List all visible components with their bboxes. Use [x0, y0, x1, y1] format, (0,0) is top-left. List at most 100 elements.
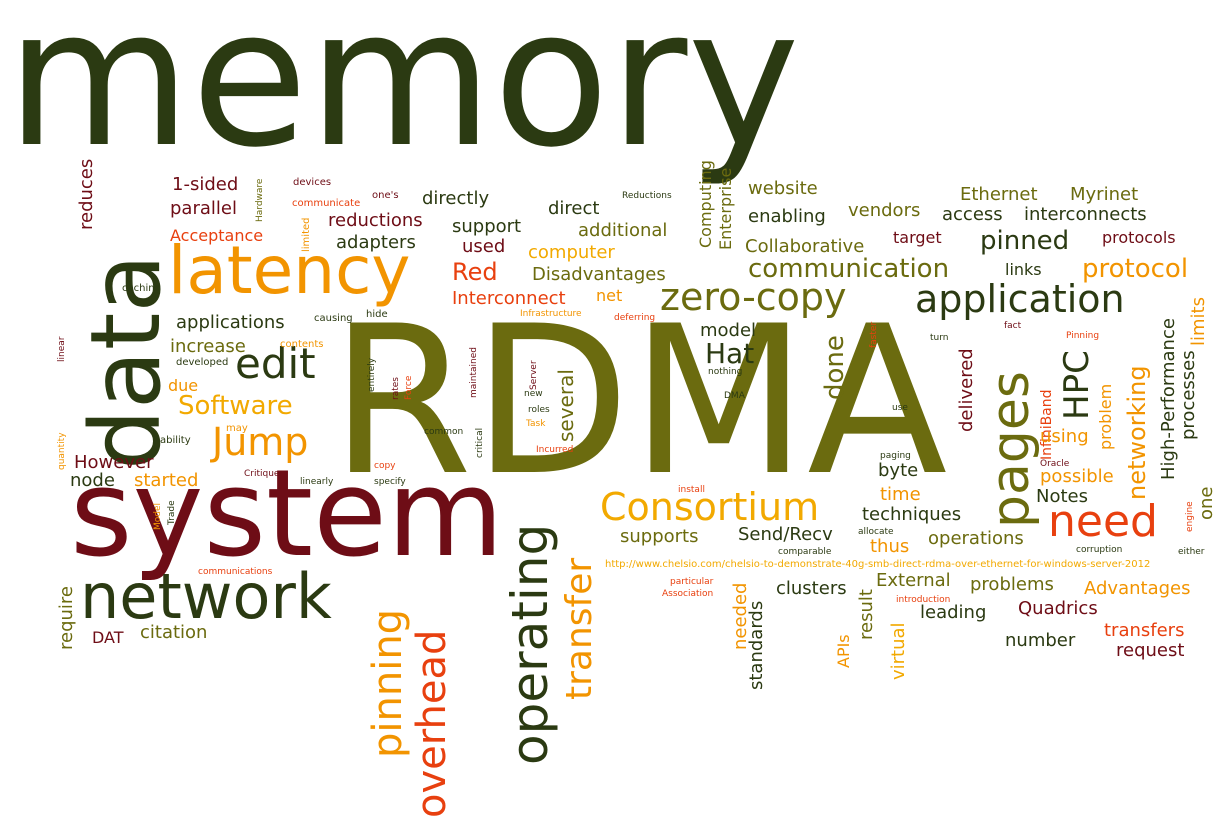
word-entirely: entirely	[367, 357, 377, 392]
word-trade: Trade	[167, 500, 177, 525]
word-paging: paging	[880, 451, 911, 461]
word-several: several	[554, 369, 578, 442]
word-quantity: quantity	[57, 432, 67, 470]
word-access: access	[942, 204, 1003, 225]
word-enabling: enabling	[748, 206, 826, 227]
word-copy: copy	[374, 461, 396, 471]
word-directly: directly	[422, 188, 490, 209]
word-increase: increase	[170, 336, 246, 357]
word-using: using	[1040, 426, 1089, 447]
word-number: number	[1005, 630, 1076, 651]
word-protocol: protocol	[1082, 254, 1189, 284]
word-specify: specify	[374, 477, 406, 487]
word-communication: communication	[748, 254, 950, 284]
word-time: time	[880, 484, 921, 505]
word-oracle: Oracle	[1040, 459, 1070, 469]
word-rates: rates	[391, 377, 401, 400]
word-website: website	[748, 178, 818, 199]
word-problem: problem	[1096, 383, 1115, 450]
word-operations: operations	[928, 528, 1024, 549]
word-used: used	[462, 236, 506, 257]
word-faster: faster	[869, 321, 879, 348]
word-needed: needed	[730, 582, 751, 650]
word-result: result	[856, 589, 877, 640]
word-hpc: HPC	[1057, 350, 1097, 420]
word-supports: supports	[620, 526, 699, 547]
word-reductions: Reductions	[622, 191, 672, 201]
word-target: target	[893, 228, 942, 247]
word-computer: computer	[528, 242, 615, 263]
word-acceptance: Acceptance	[170, 226, 264, 245]
word-incurred: Incurred	[536, 445, 574, 455]
word-support: support	[452, 216, 522, 237]
word-net: net	[596, 286, 623, 305]
word-contents: contents	[280, 339, 324, 350]
word-may: may	[226, 423, 248, 434]
word-pinning: pinning	[365, 608, 411, 758]
word-use: use	[892, 403, 908, 413]
word-apis: APIs	[834, 634, 853, 668]
word-model: Model	[153, 502, 163, 530]
word-network: network	[80, 560, 332, 633]
word-clusters: clusters	[776, 578, 847, 599]
word-application: application	[915, 277, 1125, 321]
word-rdma: RDMA	[330, 283, 948, 521]
word-possible: possible	[1040, 466, 1114, 487]
word-overhead: overhead	[409, 629, 455, 818]
word-hat: Hat	[705, 337, 755, 370]
word-request: request	[1116, 640, 1185, 661]
word-require: require	[56, 586, 77, 650]
word-reduces: reduces	[76, 158, 97, 230]
word-dma: DMA	[724, 391, 745, 401]
word-transfers: transfers	[1104, 620, 1185, 641]
word-engine: engine	[1185, 501, 1195, 532]
word-server: Server	[529, 360, 539, 390]
word-ethernet: Ethernet	[960, 184, 1038, 205]
word-pinned: pinned	[980, 226, 1070, 256]
word-corruption: corruption	[1076, 545, 1123, 555]
word-linear: linear	[57, 336, 67, 362]
word-however: However	[74, 452, 154, 473]
word-hide: hide	[366, 309, 388, 320]
word-direct: direct	[548, 198, 600, 219]
word-protocols: protocols	[1102, 228, 1176, 247]
word-byte: byte	[878, 460, 919, 481]
word-myrinet: Myrinet	[1070, 184, 1139, 205]
word-install: install	[678, 485, 705, 495]
word-turn: turn	[930, 333, 949, 343]
word-send-recv: Send/Recv	[738, 524, 833, 545]
word-links: links	[1005, 260, 1042, 279]
word-devices: devices	[293, 177, 332, 188]
word-techniques: techniques	[862, 504, 962, 525]
word-due: due	[168, 376, 199, 395]
word-interconnects: interconnects	[1024, 204, 1147, 225]
word-reductions: reductions	[328, 210, 423, 231]
word-roles: roles	[528, 405, 550, 415]
word-need: need	[1048, 496, 1158, 547]
word-maintained: maintained	[469, 347, 479, 398]
word-infrastructure: Infrastructure	[520, 309, 582, 319]
word-interconnect: Interconnect	[452, 288, 566, 309]
word-enterprise: Enterprise	[716, 167, 735, 250]
word-task: Task	[526, 419, 546, 429]
word-applications: applications	[176, 312, 285, 333]
word-one-s: one's	[372, 190, 399, 201]
word-model: model	[700, 320, 757, 341]
word-1-sided: 1-sided	[172, 174, 239, 195]
word-advantages: Advantages	[1084, 578, 1191, 599]
word-collaborative: Collaborative	[745, 236, 865, 257]
word-leading: leading	[920, 602, 987, 623]
word-adapters: adapters	[336, 232, 416, 253]
word-either: either	[1178, 547, 1205, 557]
word-pages: pages	[981, 371, 1041, 528]
word-new: new	[524, 389, 543, 399]
word-operating: operating	[501, 523, 559, 765]
word-delivered: delivered	[956, 348, 977, 432]
word-hardware: Hardware	[255, 178, 265, 222]
word-edit: edit	[235, 339, 316, 388]
word-comparable: comparable	[778, 547, 832, 557]
word-fact: fact	[1004, 321, 1022, 331]
word-done: done	[820, 335, 850, 400]
word-system: system	[70, 445, 504, 584]
word-pinning: Pinning	[1066, 331, 1100, 341]
